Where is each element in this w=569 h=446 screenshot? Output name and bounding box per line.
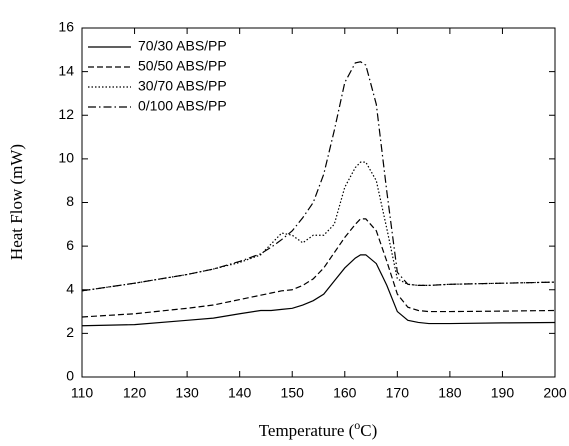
x-tick-label: 130 <box>175 385 199 401</box>
series-line <box>81 161 556 292</box>
y-tick-label: 8 <box>66 193 74 209</box>
legend-label: 30/70 ABS/PP <box>138 78 227 94</box>
y-axis-label: Heat Flow (mW) <box>7 144 26 260</box>
x-tick-label: 140 <box>228 385 252 401</box>
x-label-text: Temperature ( <box>259 421 355 440</box>
x-tick-label: 120 <box>123 385 147 401</box>
series-line <box>81 254 556 327</box>
legend-label: 50/50 ABS/PP <box>138 58 227 74</box>
x-tick-label: 180 <box>438 385 462 401</box>
x-tick-label: 150 <box>281 385 305 401</box>
x-tick-label: 170 <box>386 385 410 401</box>
y-tick-label: 4 <box>66 280 74 296</box>
x-tick-label: 160 <box>333 385 357 401</box>
y-tick-label: 2 <box>66 324 74 340</box>
legend-label: 0/100 ABS/PP <box>138 98 227 114</box>
y-tick-label: 16 <box>58 19 74 35</box>
x-tick-label: 190 <box>491 385 515 401</box>
series-line <box>81 61 556 292</box>
legend-label: 70/30 ABS/PP <box>138 38 227 54</box>
y-tick-label: 0 <box>66 368 74 384</box>
x-label-text: C) <box>360 421 377 440</box>
series-line <box>81 218 556 318</box>
y-tick-label: 14 <box>58 62 74 78</box>
x-axis-label: Temperature (oC) <box>259 418 378 440</box>
x-tick-label: 110 <box>71 385 94 401</box>
y-tick-label: 6 <box>66 237 74 253</box>
y-tick-label: 10 <box>58 150 74 166</box>
x-tick-label: 200 <box>543 385 567 401</box>
x-label-sup: o <box>354 418 360 432</box>
y-tick-label: 12 <box>58 106 74 122</box>
